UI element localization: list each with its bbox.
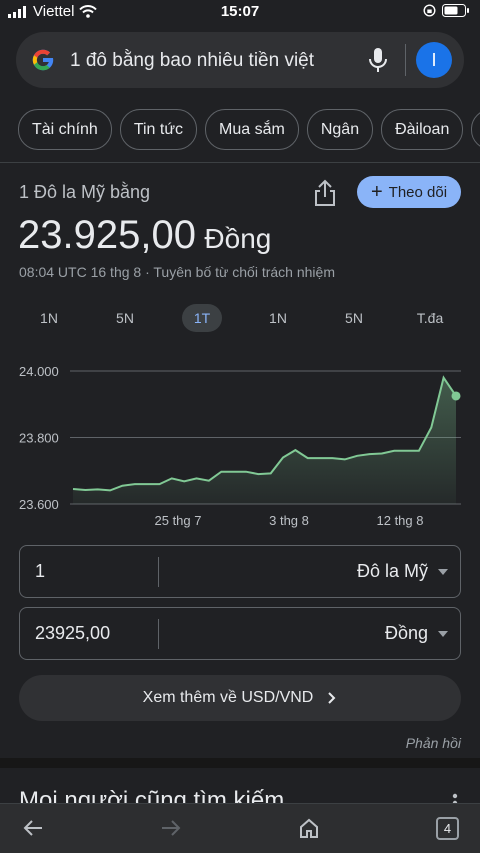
- home-icon: [300, 818, 318, 838]
- chip-more[interactable]: [471, 109, 480, 150]
- chevron-right-icon: [328, 692, 336, 704]
- plus-icon: +: [370, 181, 383, 203]
- chip-tin-tuc[interactable]: Tin tức: [119, 109, 198, 150]
- x-tick-label: 12 thg 8: [377, 513, 424, 528]
- x-tick-label: 3 thg 8: [269, 513, 309, 528]
- rate-value: 23.925,00 Đồng: [18, 213, 271, 258]
- series-line: [72, 375, 457, 492]
- signal-icon: [8, 5, 26, 18]
- follow-label: Theo dõi: [388, 183, 448, 201]
- dropdown-arrow-icon[interactable]: [438, 631, 448, 637]
- chip-tai-chinh[interactable]: Tài chính: [18, 109, 112, 150]
- carrier-name: Viettel: [33, 3, 75, 20]
- wifi-icon: [79, 5, 98, 18]
- series-area: [73, 377, 456, 504]
- y-tick-label: 24.000: [19, 364, 59, 379]
- more-label: Xem thêm về USD/VND: [142, 689, 314, 706]
- share-icon[interactable]: [312, 178, 338, 208]
- search-divider: [405, 44, 406, 76]
- from-amount-input[interactable]: 1: [35, 561, 46, 581]
- x-tick-label: 25 thg 7: [155, 513, 202, 528]
- range-tab-1t[interactable]: 1T: [182, 304, 222, 332]
- to-currency-select[interactable]: Đồng: [384, 623, 428, 643]
- orientation-lock-icon: [423, 4, 436, 17]
- to-currency-row: 23925,00 Đồng: [19, 607, 461, 660]
- chip-mua-sam[interactable]: Mua sắm: [205, 109, 299, 150]
- avatar[interactable]: I: [416, 42, 452, 78]
- feedback-link[interactable]: Phản hồi: [405, 735, 461, 751]
- field-divider: [158, 619, 159, 649]
- range-tab-5n[interactable]: 5N: [116, 310, 134, 326]
- search-query[interactable]: 1 đô bằng bao nhiêu tiền việt: [70, 50, 315, 71]
- chips-divider: [0, 162, 480, 163]
- battery-icon: [442, 4, 469, 17]
- more-about-usd-vnd-button[interactable]: Xem thêm về USD/VND: [19, 675, 461, 721]
- carrier: Viettel: [8, 3, 98, 20]
- from-currency-select[interactable]: Đô la Mỹ: [356, 561, 428, 581]
- latest-point: [451, 391, 461, 401]
- back-button[interactable]: [22, 817, 44, 844]
- range-tab-1n-year[interactable]: 1N: [269, 310, 287, 326]
- to-amount-input[interactable]: 23925,00: [35, 623, 111, 643]
- range-tab-max[interactable]: T.đa: [416, 310, 444, 326]
- dropdown-arrow-icon[interactable]: [438, 569, 448, 575]
- follow-button[interactable]: + Theo dõi: [357, 176, 461, 208]
- home-button[interactable]: [298, 817, 320, 844]
- y-tick-label: 23.600: [19, 497, 59, 512]
- exchange-rate-chart[interactable]: 24.000 23.800 23.600 25 thg 7 3 thg 8 12 thg …: [0, 355, 480, 535]
- filter-chips: Tài chính Tin tức Mua sắm Ngân Đàiloan: [18, 109, 480, 150]
- chip-ngan[interactable]: Ngân: [306, 109, 374, 150]
- rate-timestamp[interactable]: 08:04 UTC 16 thg 8 · Tuyên bố từ chối tr…: [19, 264, 335, 280]
- google-logo-icon: [32, 49, 54, 71]
- chip-dai-loan[interactable]: Đàiloan: [381, 109, 464, 150]
- forward-button[interactable]: [160, 817, 182, 844]
- conversion-subtitle: 1 Đô la Mỹ bằng: [19, 182, 151, 202]
- tab-switcher-button[interactable]: 4: [436, 817, 459, 840]
- browser-toolbar: 4: [0, 803, 480, 853]
- rate-unit: Đồng: [204, 223, 272, 254]
- range-tab-5n-year[interactable]: 5N: [345, 310, 363, 326]
- search-bar[interactable]: 1 đô bằng bao nhiêu tiền việt I: [16, 32, 464, 88]
- from-currency-row: 1 Đô la Mỹ: [19, 545, 461, 598]
- range-tab-1n[interactable]: 1N: [40, 310, 58, 326]
- status-bar: Viettel 15:07: [0, 0, 480, 24]
- arrow-right-icon: [162, 820, 181, 836]
- arrow-left-icon: [23, 820, 42, 836]
- section-separator: [0, 758, 480, 768]
- y-tick-label: 23.800: [19, 431, 59, 446]
- field-divider: [158, 557, 159, 587]
- microphone-icon[interactable]: [366, 46, 390, 74]
- rate-number: 23.925,00: [18, 213, 196, 257]
